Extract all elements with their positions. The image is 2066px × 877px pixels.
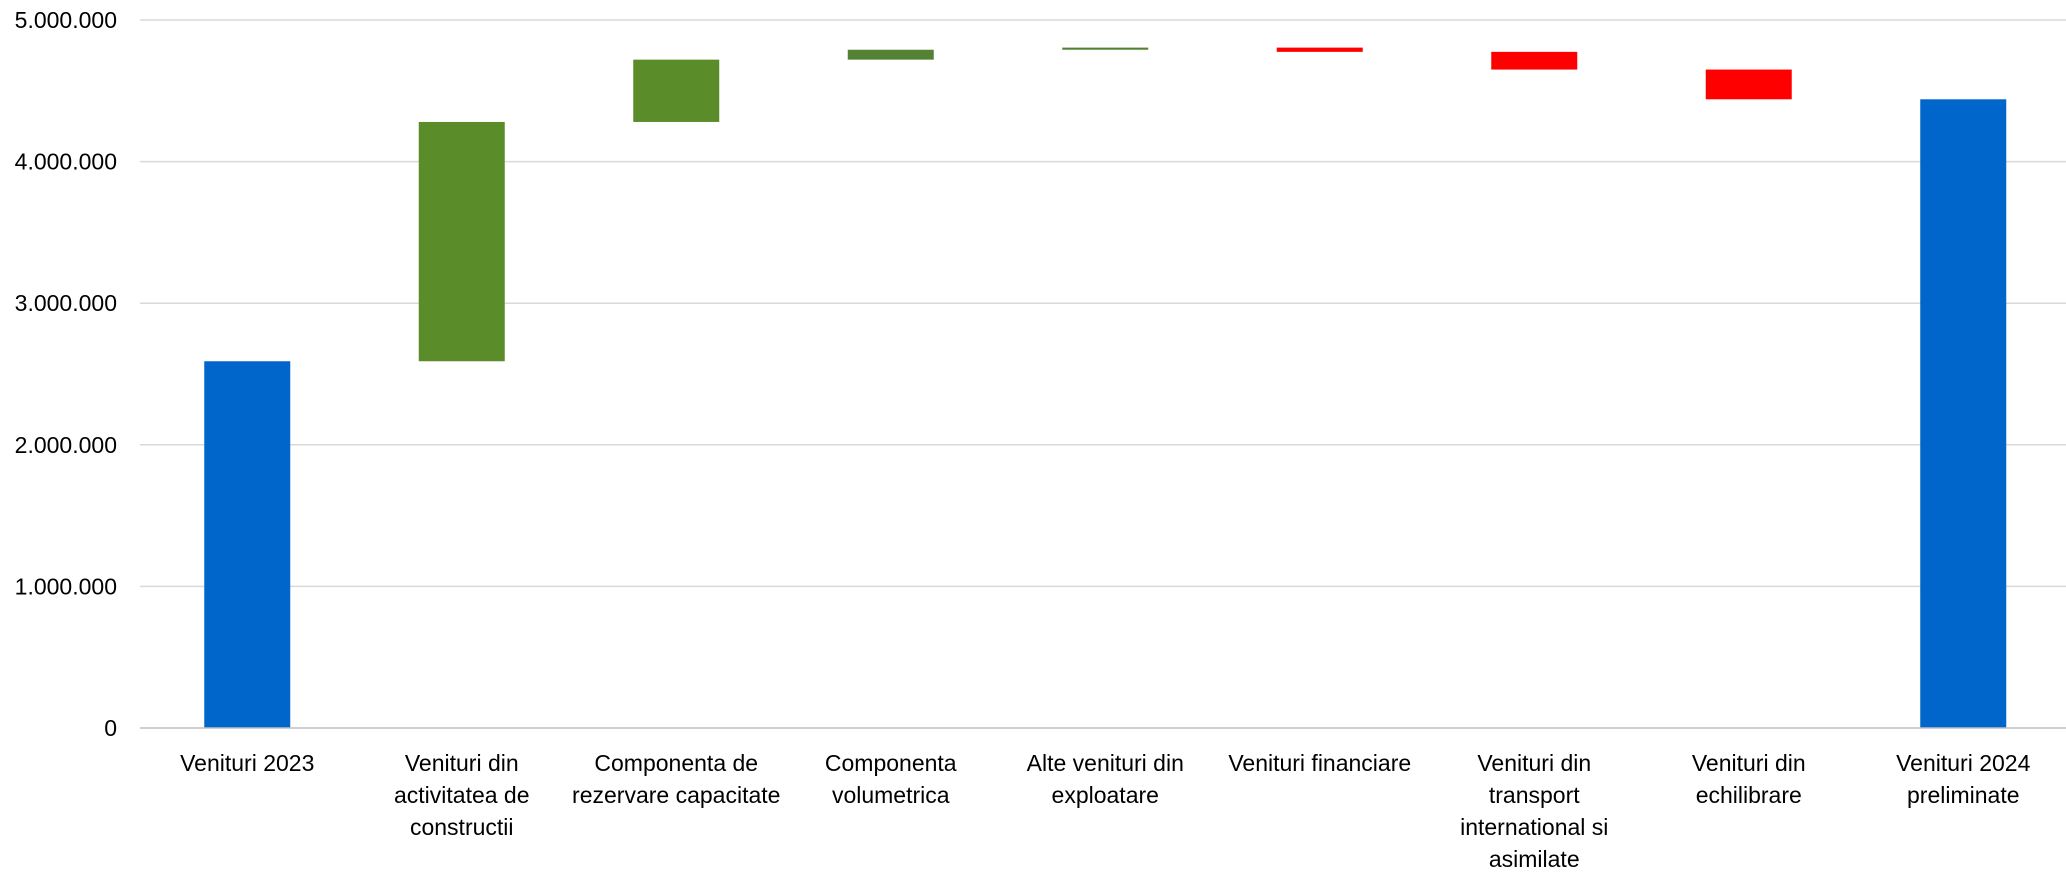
- y-tick-label: 3.000.000: [15, 290, 117, 316]
- x-tick-label: Venituri din activitatea de constructii: [394, 750, 530, 840]
- x-tick-label: Venituri 2024 preliminate: [1896, 750, 2030, 808]
- x-tick-label: Venituri financiare: [1228, 750, 1411, 776]
- y-tick-label: 2.000.000: [15, 432, 117, 458]
- y-axis-ticks: 0 1.000.000 2.000.000 3.000.000 4.000.000 5.0…: [15, 7, 117, 741]
- bar-total: [1920, 99, 2007, 728]
- x-tick-label: Alte venituri din exploatare: [1027, 750, 1184, 808]
- y-tick-label: 0: [104, 715, 117, 741]
- x-axis-ticks: Venituri 2023 Venituri din activitatea de c…: [180, 750, 2030, 872]
- bar-total: [204, 361, 291, 728]
- y-tick-label: 5.000.000: [15, 7, 117, 33]
- x-tick-label: Componenta volumetrica: [825, 750, 957, 808]
- bars: [204, 47, 2007, 728]
- bar-decrease: [1276, 47, 1363, 52]
- y-tick-label: 1.000.000: [15, 573, 117, 599]
- x-tick-label: Venituri din transport international si asi…: [1460, 750, 1608, 872]
- x-tick-label: Venituri din echilibrare: [1692, 750, 1806, 808]
- x-tick-label: Componenta de rezervare capacitate: [572, 750, 780, 808]
- x-tick-label: Venituri 2023: [180, 750, 314, 776]
- bar-increase: [418, 121, 505, 362]
- y-tick-label: 4.000.000: [15, 149, 117, 175]
- bar-increase: [1062, 47, 1149, 50]
- bar-decrease: [1705, 69, 1792, 100]
- bar-increase: [847, 49, 934, 60]
- bar-increase: [633, 59, 720, 122]
- bar-decrease: [1491, 51, 1578, 70]
